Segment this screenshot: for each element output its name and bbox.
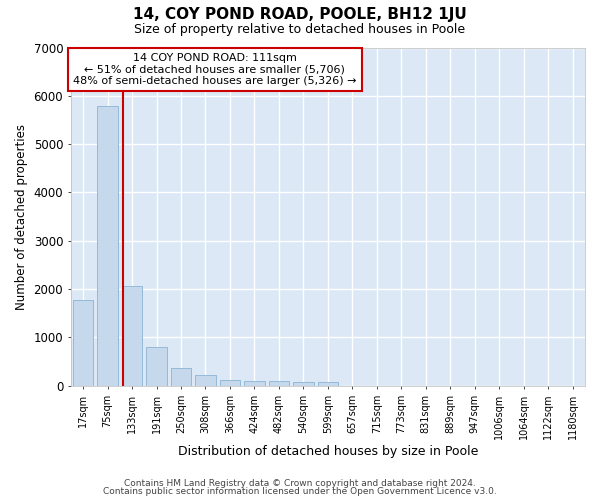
Text: Size of property relative to detached houses in Poole: Size of property relative to detached ho… (134, 22, 466, 36)
Bar (146, 347, 167, 386)
Bar (293, 382, 314, 386)
Bar (220, 380, 241, 386)
Text: 14 COY POND ROAD: 111sqm
← 51% of detached houses are smaller (5,706)
48% of sem: 14 COY POND ROAD: 111sqm ← 51% of detach… (73, 52, 356, 86)
Bar (97, 106, 118, 386)
Bar (244, 380, 265, 386)
X-axis label: Distribution of detached houses by size in Poole: Distribution of detached houses by size … (178, 444, 478, 458)
Bar (269, 381, 289, 386)
Bar (170, 368, 191, 386)
Text: Contains public sector information licensed under the Open Government Licence v3: Contains public sector information licen… (103, 487, 497, 496)
Y-axis label: Number of detached properties: Number of detached properties (15, 124, 28, 310)
Text: 14, COY POND ROAD, POOLE, BH12 1JU: 14, COY POND ROAD, POOLE, BH12 1JU (133, 8, 467, 22)
Bar (195, 374, 216, 386)
Bar (317, 382, 338, 386)
Bar (73, 300, 94, 386)
Bar (122, 286, 142, 386)
Text: Contains HM Land Registry data © Crown copyright and database right 2024.: Contains HM Land Registry data © Crown c… (124, 478, 476, 488)
